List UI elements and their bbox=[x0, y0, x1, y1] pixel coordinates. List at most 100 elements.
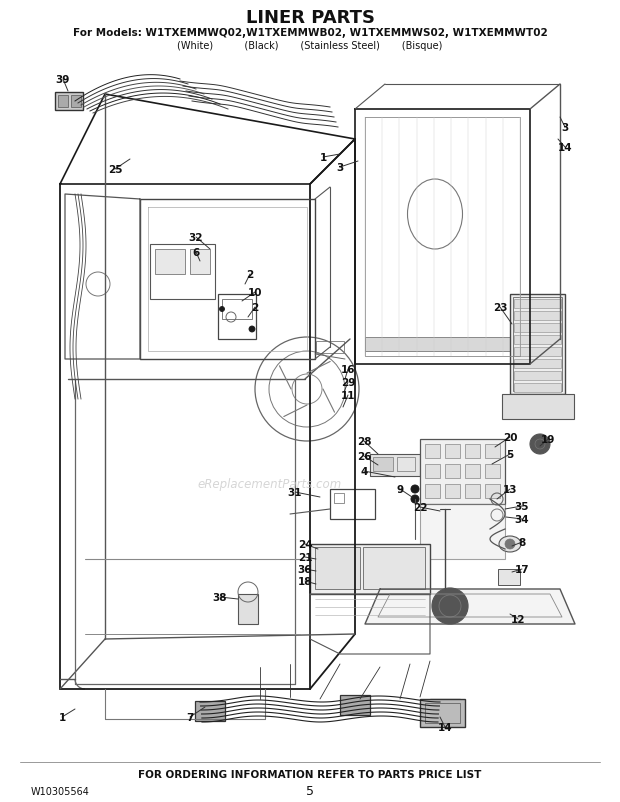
Text: 7: 7 bbox=[187, 712, 193, 722]
Bar bbox=[514, 300, 561, 309]
Circle shape bbox=[411, 485, 419, 493]
Circle shape bbox=[249, 326, 255, 333]
Text: 22: 22 bbox=[413, 502, 427, 512]
Bar bbox=[514, 335, 561, 345]
Bar bbox=[514, 312, 561, 321]
Bar bbox=[445, 484, 460, 498]
Bar bbox=[445, 464, 460, 479]
Text: LINER PARTS: LINER PARTS bbox=[246, 9, 374, 27]
Bar bbox=[465, 444, 480, 459]
Bar bbox=[315, 547, 360, 589]
Bar bbox=[238, 594, 258, 624]
Bar bbox=[420, 504, 505, 559]
Bar bbox=[71, 96, 81, 107]
Text: 34: 34 bbox=[515, 514, 529, 525]
Bar bbox=[425, 484, 440, 498]
Text: 14: 14 bbox=[438, 722, 453, 732]
Bar bbox=[485, 484, 500, 498]
Bar bbox=[445, 444, 460, 459]
Text: 31: 31 bbox=[288, 488, 303, 497]
Bar bbox=[425, 444, 440, 459]
Text: eReplacementParts.com: eReplacementParts.com bbox=[198, 478, 342, 491]
Bar bbox=[514, 347, 561, 357]
Circle shape bbox=[505, 539, 515, 549]
Bar bbox=[420, 699, 465, 727]
Text: 3: 3 bbox=[561, 123, 569, 133]
Bar bbox=[514, 323, 561, 333]
Bar bbox=[195, 701, 225, 721]
Bar bbox=[420, 439, 505, 504]
Bar bbox=[425, 703, 460, 723]
Text: W10305564: W10305564 bbox=[30, 786, 89, 796]
Text: (White)          (Black)       (Stainless Steel)       (Bisque): (White) (Black) (Stainless Steel) (Bisqu… bbox=[177, 41, 443, 51]
Text: 35: 35 bbox=[515, 501, 529, 512]
Text: 11: 11 bbox=[341, 391, 355, 400]
Bar bbox=[340, 695, 370, 715]
Text: 13: 13 bbox=[503, 484, 517, 494]
Text: 16: 16 bbox=[341, 365, 355, 375]
Text: 3: 3 bbox=[337, 163, 343, 172]
Bar bbox=[514, 359, 561, 369]
Text: 21: 21 bbox=[298, 553, 312, 562]
Bar bbox=[513, 298, 562, 391]
Ellipse shape bbox=[499, 537, 521, 553]
Circle shape bbox=[411, 496, 419, 504]
Bar bbox=[498, 569, 520, 585]
Text: 39: 39 bbox=[56, 75, 70, 85]
Text: 1: 1 bbox=[58, 712, 66, 722]
Circle shape bbox=[432, 588, 468, 624]
Text: 1: 1 bbox=[319, 153, 327, 163]
Text: For Models: W1TXEMMWQ02,W1TXEMMWB02, W1TXEMMWS02, W1TXEMMWT02: For Models: W1TXEMMWQ02,W1TXEMMWB02, W1T… bbox=[73, 28, 547, 38]
Bar bbox=[310, 545, 430, 594]
Text: 17: 17 bbox=[515, 565, 529, 574]
Text: 23: 23 bbox=[493, 302, 507, 313]
Text: 25: 25 bbox=[108, 164, 122, 175]
Text: 32: 32 bbox=[188, 233, 203, 243]
Text: 19: 19 bbox=[541, 435, 555, 444]
Bar bbox=[316, 342, 344, 354]
Text: 5: 5 bbox=[306, 784, 314, 797]
Bar bbox=[190, 249, 210, 274]
Text: 24: 24 bbox=[298, 539, 312, 549]
Text: 12: 12 bbox=[511, 614, 525, 624]
Bar bbox=[465, 484, 480, 498]
Text: 4: 4 bbox=[360, 467, 368, 476]
Bar bbox=[510, 294, 565, 395]
Bar bbox=[365, 338, 520, 351]
Bar bbox=[373, 457, 393, 472]
Bar bbox=[465, 464, 480, 479]
Bar bbox=[502, 395, 574, 419]
Bar bbox=[218, 294, 256, 339]
Bar bbox=[58, 96, 68, 107]
Text: 10: 10 bbox=[248, 288, 262, 298]
Bar bbox=[150, 245, 215, 300]
Text: 14: 14 bbox=[557, 143, 572, 153]
Text: 36: 36 bbox=[298, 565, 312, 574]
Text: 20: 20 bbox=[503, 432, 517, 443]
Bar bbox=[55, 93, 83, 111]
Circle shape bbox=[219, 307, 224, 312]
Text: 38: 38 bbox=[213, 592, 228, 602]
Text: 18: 18 bbox=[298, 577, 312, 586]
Text: FOR ORDERING INFORMATION REFER TO PARTS PRICE LIST: FOR ORDERING INFORMATION REFER TO PARTS … bbox=[138, 769, 482, 779]
Bar bbox=[425, 464, 440, 479]
Bar bbox=[330, 489, 375, 520]
Text: 26: 26 bbox=[356, 452, 371, 461]
Bar bbox=[334, 493, 344, 504]
Bar bbox=[514, 383, 561, 392]
Bar bbox=[485, 464, 500, 479]
Text: 9: 9 bbox=[396, 484, 404, 494]
Text: 2: 2 bbox=[246, 269, 254, 280]
Bar bbox=[155, 249, 185, 274]
Bar bbox=[430, 699, 460, 719]
Bar bbox=[363, 547, 425, 589]
Text: 8: 8 bbox=[518, 537, 526, 547]
Text: 5: 5 bbox=[507, 449, 513, 460]
Bar bbox=[514, 371, 561, 380]
Bar bbox=[485, 444, 500, 459]
Bar bbox=[397, 457, 415, 472]
Text: 2: 2 bbox=[251, 302, 259, 313]
Bar bbox=[370, 455, 420, 476]
Circle shape bbox=[530, 435, 550, 455]
Bar bbox=[222, 300, 252, 320]
